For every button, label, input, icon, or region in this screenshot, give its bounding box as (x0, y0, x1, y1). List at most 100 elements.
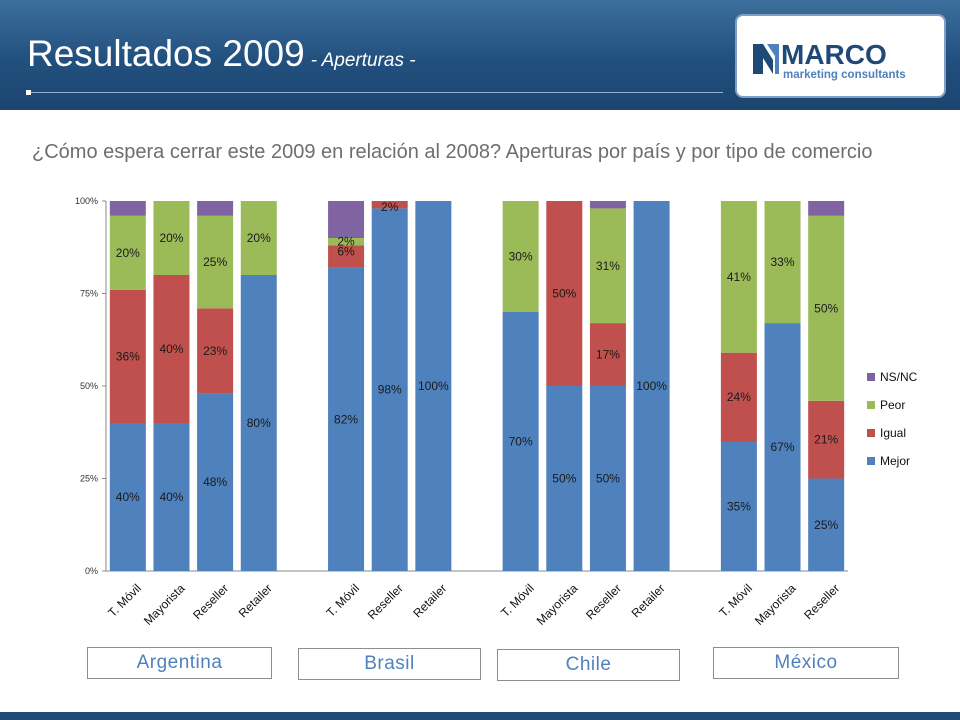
bar-mejor-segment (371, 208, 408, 571)
title-main: Resultados 2009 (27, 33, 305, 74)
y-tick-label: 50% (80, 381, 98, 391)
data-label: 98% (378, 383, 402, 397)
bar-igual-segment (546, 201, 583, 386)
data-label: 50% (596, 472, 620, 486)
x-category-label: T. Móvil (716, 581, 755, 620)
legend-swatch (867, 429, 875, 437)
country-label-3: Chile (497, 649, 680, 681)
marco-logo: MARCO marketing consultants (735, 14, 946, 98)
bar-peor-segment (197, 215, 234, 309)
logo-tagline: marketing consultants (783, 69, 906, 81)
marco-logo-mark: MARCO marketing consultants (753, 39, 906, 81)
title-underline (28, 92, 723, 93)
data-label: 36% (116, 349, 140, 363)
chart-bars (109, 201, 845, 571)
header-band: Resultados 2009- Aperturas - MARCO marke… (0, 0, 960, 110)
bar-igual-segment (589, 323, 626, 386)
country-label-2: Brasil (298, 648, 481, 680)
legend-label: NS/NC (880, 370, 918, 384)
legend-label: Igual (880, 426, 906, 440)
data-label: 50% (552, 287, 576, 301)
bar-mejor-segment (808, 478, 845, 571)
data-label: 31% (596, 259, 620, 273)
bar-igual-segment (109, 289, 146, 423)
data-label: 20% (116, 246, 140, 260)
x-category-label: Retailer (410, 581, 449, 620)
x-category-label: Retailer (629, 581, 668, 620)
y-tick-label: 75% (80, 289, 98, 299)
data-label: 2% (337, 235, 355, 249)
bar-peor-segment (589, 208, 626, 324)
y-tick-label: 25% (80, 474, 98, 484)
data-label: 23% (203, 344, 227, 358)
bar-mejor-segment (589, 386, 626, 571)
bar-igual-segment (808, 400, 845, 479)
x-category-label: Reseller (801, 581, 842, 622)
data-label: 80% (247, 416, 271, 430)
data-label: 48% (203, 475, 227, 489)
legend-swatch (867, 373, 875, 381)
bar-mejor-segment (153, 423, 190, 571)
bar-mejor-segment (240, 275, 277, 571)
bar-peor-segment (153, 201, 190, 275)
bar-nsnc-segment (589, 201, 626, 209)
data-label: 70% (509, 435, 533, 449)
bar-peor-segment (764, 201, 801, 324)
legend-swatch (867, 457, 875, 465)
logo-brand: MARCO (781, 39, 887, 70)
bar-mejor-segment (720, 441, 757, 571)
footer-band (0, 712, 960, 720)
data-label: 33% (771, 255, 795, 269)
bar-nsnc-segment (109, 201, 146, 216)
data-label: 100% (636, 379, 667, 393)
data-label: 2% (381, 200, 399, 214)
legend-label: Mejor (880, 454, 910, 468)
data-label: 25% (203, 255, 227, 269)
data-label: 50% (814, 301, 838, 315)
title-subtitle: - Aperturas - (310, 50, 416, 71)
bar-mejor-segment (764, 323, 801, 571)
data-label: 50% (552, 472, 576, 486)
bar-igual-segment (328, 245, 365, 268)
data-label: 67% (771, 440, 795, 454)
bar-mejor-segment (633, 201, 670, 571)
bar-mejor-segment (502, 312, 539, 571)
data-label: 35% (727, 499, 751, 513)
x-category-label: Mayorista (141, 581, 188, 628)
x-category-label: Retailer (236, 581, 275, 620)
bar-peor-segment (808, 215, 845, 401)
bar-peor-segment (328, 238, 365, 246)
data-label: 25% (814, 518, 838, 532)
bar-peor-segment (502, 201, 539, 312)
legend-swatch (867, 401, 875, 409)
bar-peor-segment (720, 201, 757, 353)
y-tick-label: 100% (75, 196, 98, 206)
country-label-4: México (713, 647, 899, 679)
data-label: 82% (334, 412, 358, 426)
chart-legend: NS/NC Peor Igual Mejor (867, 370, 918, 468)
survey-question: ¿Cómo espera cerrar este 2009 en relació… (32, 141, 873, 163)
bar-mejor-segment (546, 386, 583, 571)
page-title: Resultados 2009- Aperturas - (27, 33, 416, 75)
x-category-label: T. Móvil (498, 581, 537, 620)
data-label: 20% (159, 231, 183, 245)
x-category-label: T. Móvil (324, 581, 363, 620)
data-label: 21% (814, 433, 838, 447)
data-label: 40% (159, 490, 183, 504)
bar-nsnc-segment (328, 201, 365, 238)
bar-nsnc-segment (808, 201, 845, 216)
bar-igual-segment (197, 308, 234, 394)
bar-peor-segment (109, 215, 146, 290)
data-label: 40% (159, 342, 183, 356)
data-label: 24% (727, 390, 751, 404)
title-bullet (26, 90, 31, 95)
y-tick-label: 0% (85, 566, 98, 576)
bar-igual-segment (371, 201, 408, 209)
x-category-label: T. Móvil (105, 581, 144, 620)
data-label: 20% (247, 231, 271, 245)
x-category-label: Reseller (583, 581, 624, 622)
bar-mejor-segment (415, 201, 452, 571)
bar-mejor-segment (197, 393, 234, 571)
bar-mejor-segment (109, 423, 146, 571)
